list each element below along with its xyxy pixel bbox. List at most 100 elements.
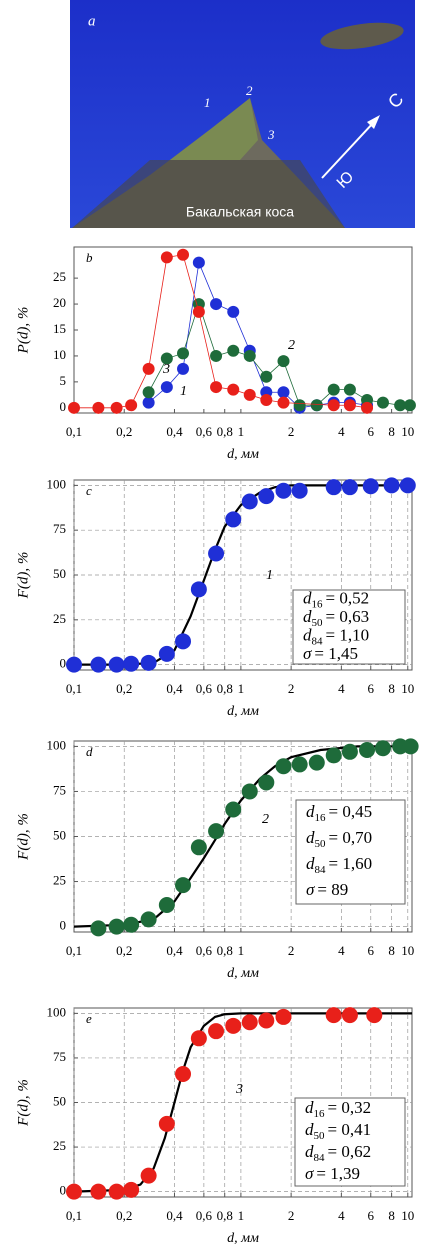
- x-tick-label: 0,1: [66, 681, 82, 696]
- data-point: [260, 370, 273, 383]
- data-point: [399, 477, 416, 494]
- x-tick-label: 0,1: [66, 1208, 82, 1223]
- data-point: [361, 401, 374, 414]
- y-tick-label: 75: [53, 1049, 66, 1064]
- data-point: [258, 1012, 275, 1029]
- data-point: [310, 399, 323, 412]
- x-tick-label: 8: [388, 1208, 395, 1223]
- arrow: [321, 121, 375, 179]
- data-point: [192, 256, 205, 269]
- y-tick-label: 0: [60, 399, 67, 414]
- y-tick-label: 25: [53, 1138, 66, 1153]
- data-point: [90, 1183, 107, 1200]
- data-point: [402, 738, 419, 755]
- data-point: [275, 1008, 292, 1025]
- panel-label: a: [88, 13, 96, 29]
- data-point: [66, 1183, 82, 1200]
- x-tick-label: 4: [338, 681, 345, 696]
- stats-subscript: 50: [315, 838, 327, 850]
- stats-symbol: d: [303, 625, 312, 644]
- stats-subscript: 50: [314, 1130, 326, 1142]
- data-point: [210, 298, 223, 311]
- stats-subscript: 84: [314, 1152, 326, 1164]
- photo-panel: a 1 2 3 Ю С Бакальская коса: [70, 0, 415, 228]
- y-tick-label: 20: [53, 295, 66, 310]
- x-tick-label: 1: [238, 1208, 245, 1223]
- x-axis-label: d, мм: [227, 447, 259, 462]
- data-point: [208, 823, 225, 840]
- stats-value: = 0,63: [326, 607, 370, 626]
- data-point: [327, 399, 340, 412]
- data-point: [208, 545, 225, 562]
- stats-subscript: 84: [315, 864, 327, 876]
- stats-value: = 0,41: [328, 1120, 372, 1139]
- x-tick-label: 2: [288, 1208, 295, 1223]
- data-point: [225, 801, 242, 818]
- data-point: [258, 774, 275, 791]
- stats-line: σ = 1,39: [305, 1164, 360, 1183]
- x-tick-label: 0,2: [116, 1208, 132, 1223]
- x-tick-label: 4: [338, 1208, 345, 1223]
- data-point: [383, 477, 400, 494]
- x-tick-label: 0,2: [116, 424, 132, 439]
- data-point: [243, 349, 256, 362]
- x-tick-label: 10: [401, 943, 414, 958]
- stats-symbol: σ: [303, 644, 312, 663]
- data-point: [140, 1167, 157, 1184]
- data-point: [243, 388, 256, 401]
- data-point: [110, 401, 123, 414]
- data-point: [327, 383, 340, 396]
- x-tick-label: 0,1: [66, 424, 82, 439]
- point-label: 1: [204, 95, 211, 110]
- data-point: [376, 396, 389, 409]
- stats-subscript: 16: [312, 598, 324, 610]
- data-point: [108, 918, 125, 935]
- stats-line: d50 = 0,63: [303, 607, 369, 629]
- curve-label: 1: [266, 568, 273, 583]
- y-tick-label: 100: [47, 476, 67, 491]
- x-tick-label: 6: [368, 943, 375, 958]
- x-tick-label: 2: [288, 424, 295, 439]
- data-point: [208, 1023, 225, 1040]
- data-point: [366, 1007, 383, 1024]
- x-tick-label: 0,4: [166, 1208, 183, 1223]
- stats-value: = 0,62: [328, 1142, 372, 1161]
- stats-value: = 1,60: [329, 854, 373, 873]
- x-tick-label: 1: [238, 681, 245, 696]
- stats-line: d84 = 1,60: [306, 854, 372, 876]
- data-point: [291, 756, 308, 773]
- data-point: [160, 251, 173, 264]
- data-point: [277, 355, 290, 368]
- stats-box: [292, 589, 406, 665]
- y-tick-label: 50: [53, 1093, 66, 1108]
- stats-value: = 1,10: [326, 625, 370, 644]
- data-point: [341, 1007, 358, 1024]
- panel-label: d: [86, 744, 93, 759]
- x-tick-label: 10: [401, 681, 414, 696]
- y-tick-label: 25: [53, 611, 66, 626]
- data-point: [308, 754, 325, 771]
- data-point: [175, 877, 192, 894]
- x-tick-label: 1: [238, 424, 245, 439]
- data-point: [142, 362, 155, 375]
- data-point: [291, 482, 308, 499]
- data-point: [227, 305, 240, 318]
- y-axis-label: F(d), %: [15, 813, 31, 861]
- data-point: [92, 401, 105, 414]
- x-tick-label: 0,1: [66, 943, 82, 958]
- data-point: [227, 344, 240, 357]
- data-point: [343, 383, 356, 396]
- y-tick-label: 15: [53, 321, 66, 336]
- x-tick-label: 0,4: [166, 943, 183, 958]
- stats-symbol: σ: [305, 1164, 314, 1183]
- data-point: [341, 743, 358, 760]
- data-point: [225, 511, 242, 528]
- data-point: [325, 479, 342, 496]
- stats-line: σ = 89: [306, 880, 348, 899]
- stats-symbol: d: [305, 1142, 314, 1161]
- data-point: [90, 656, 107, 673]
- x-tick-label: 8: [388, 943, 395, 958]
- stats-subscript: 84: [312, 635, 324, 647]
- data-point: [225, 1017, 242, 1034]
- stats-box: [295, 799, 406, 905]
